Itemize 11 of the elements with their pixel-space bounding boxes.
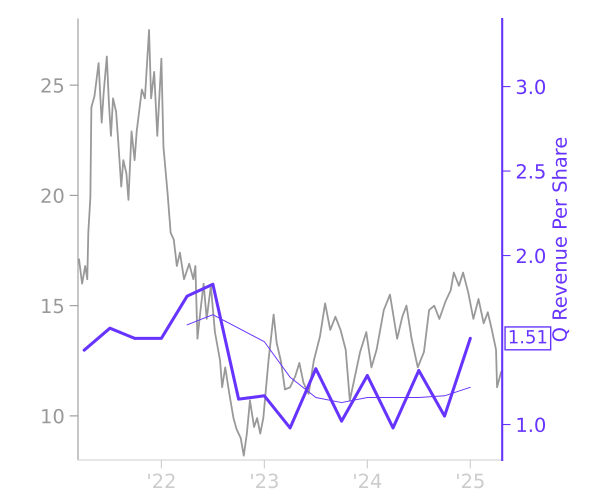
y2-tick-label: 3.0 xyxy=(516,80,546,94)
y-tick-label: 15 xyxy=(42,298,64,314)
y-tick-label: 25 xyxy=(41,78,64,93)
text: 1.51 xyxy=(510,330,546,344)
y2-tick-label: 2.0 xyxy=(516,248,546,264)
y2-tick-label: 1.0 xyxy=(518,417,546,432)
line-series xyxy=(82,282,472,430)
y2-axis-title: Q Revenue Per Share xyxy=(552,138,570,342)
y-tick-label: 20 xyxy=(41,188,64,204)
y-tick-label: 10 xyxy=(42,408,64,424)
y2-tick-label: 2.5 xyxy=(516,164,545,179)
